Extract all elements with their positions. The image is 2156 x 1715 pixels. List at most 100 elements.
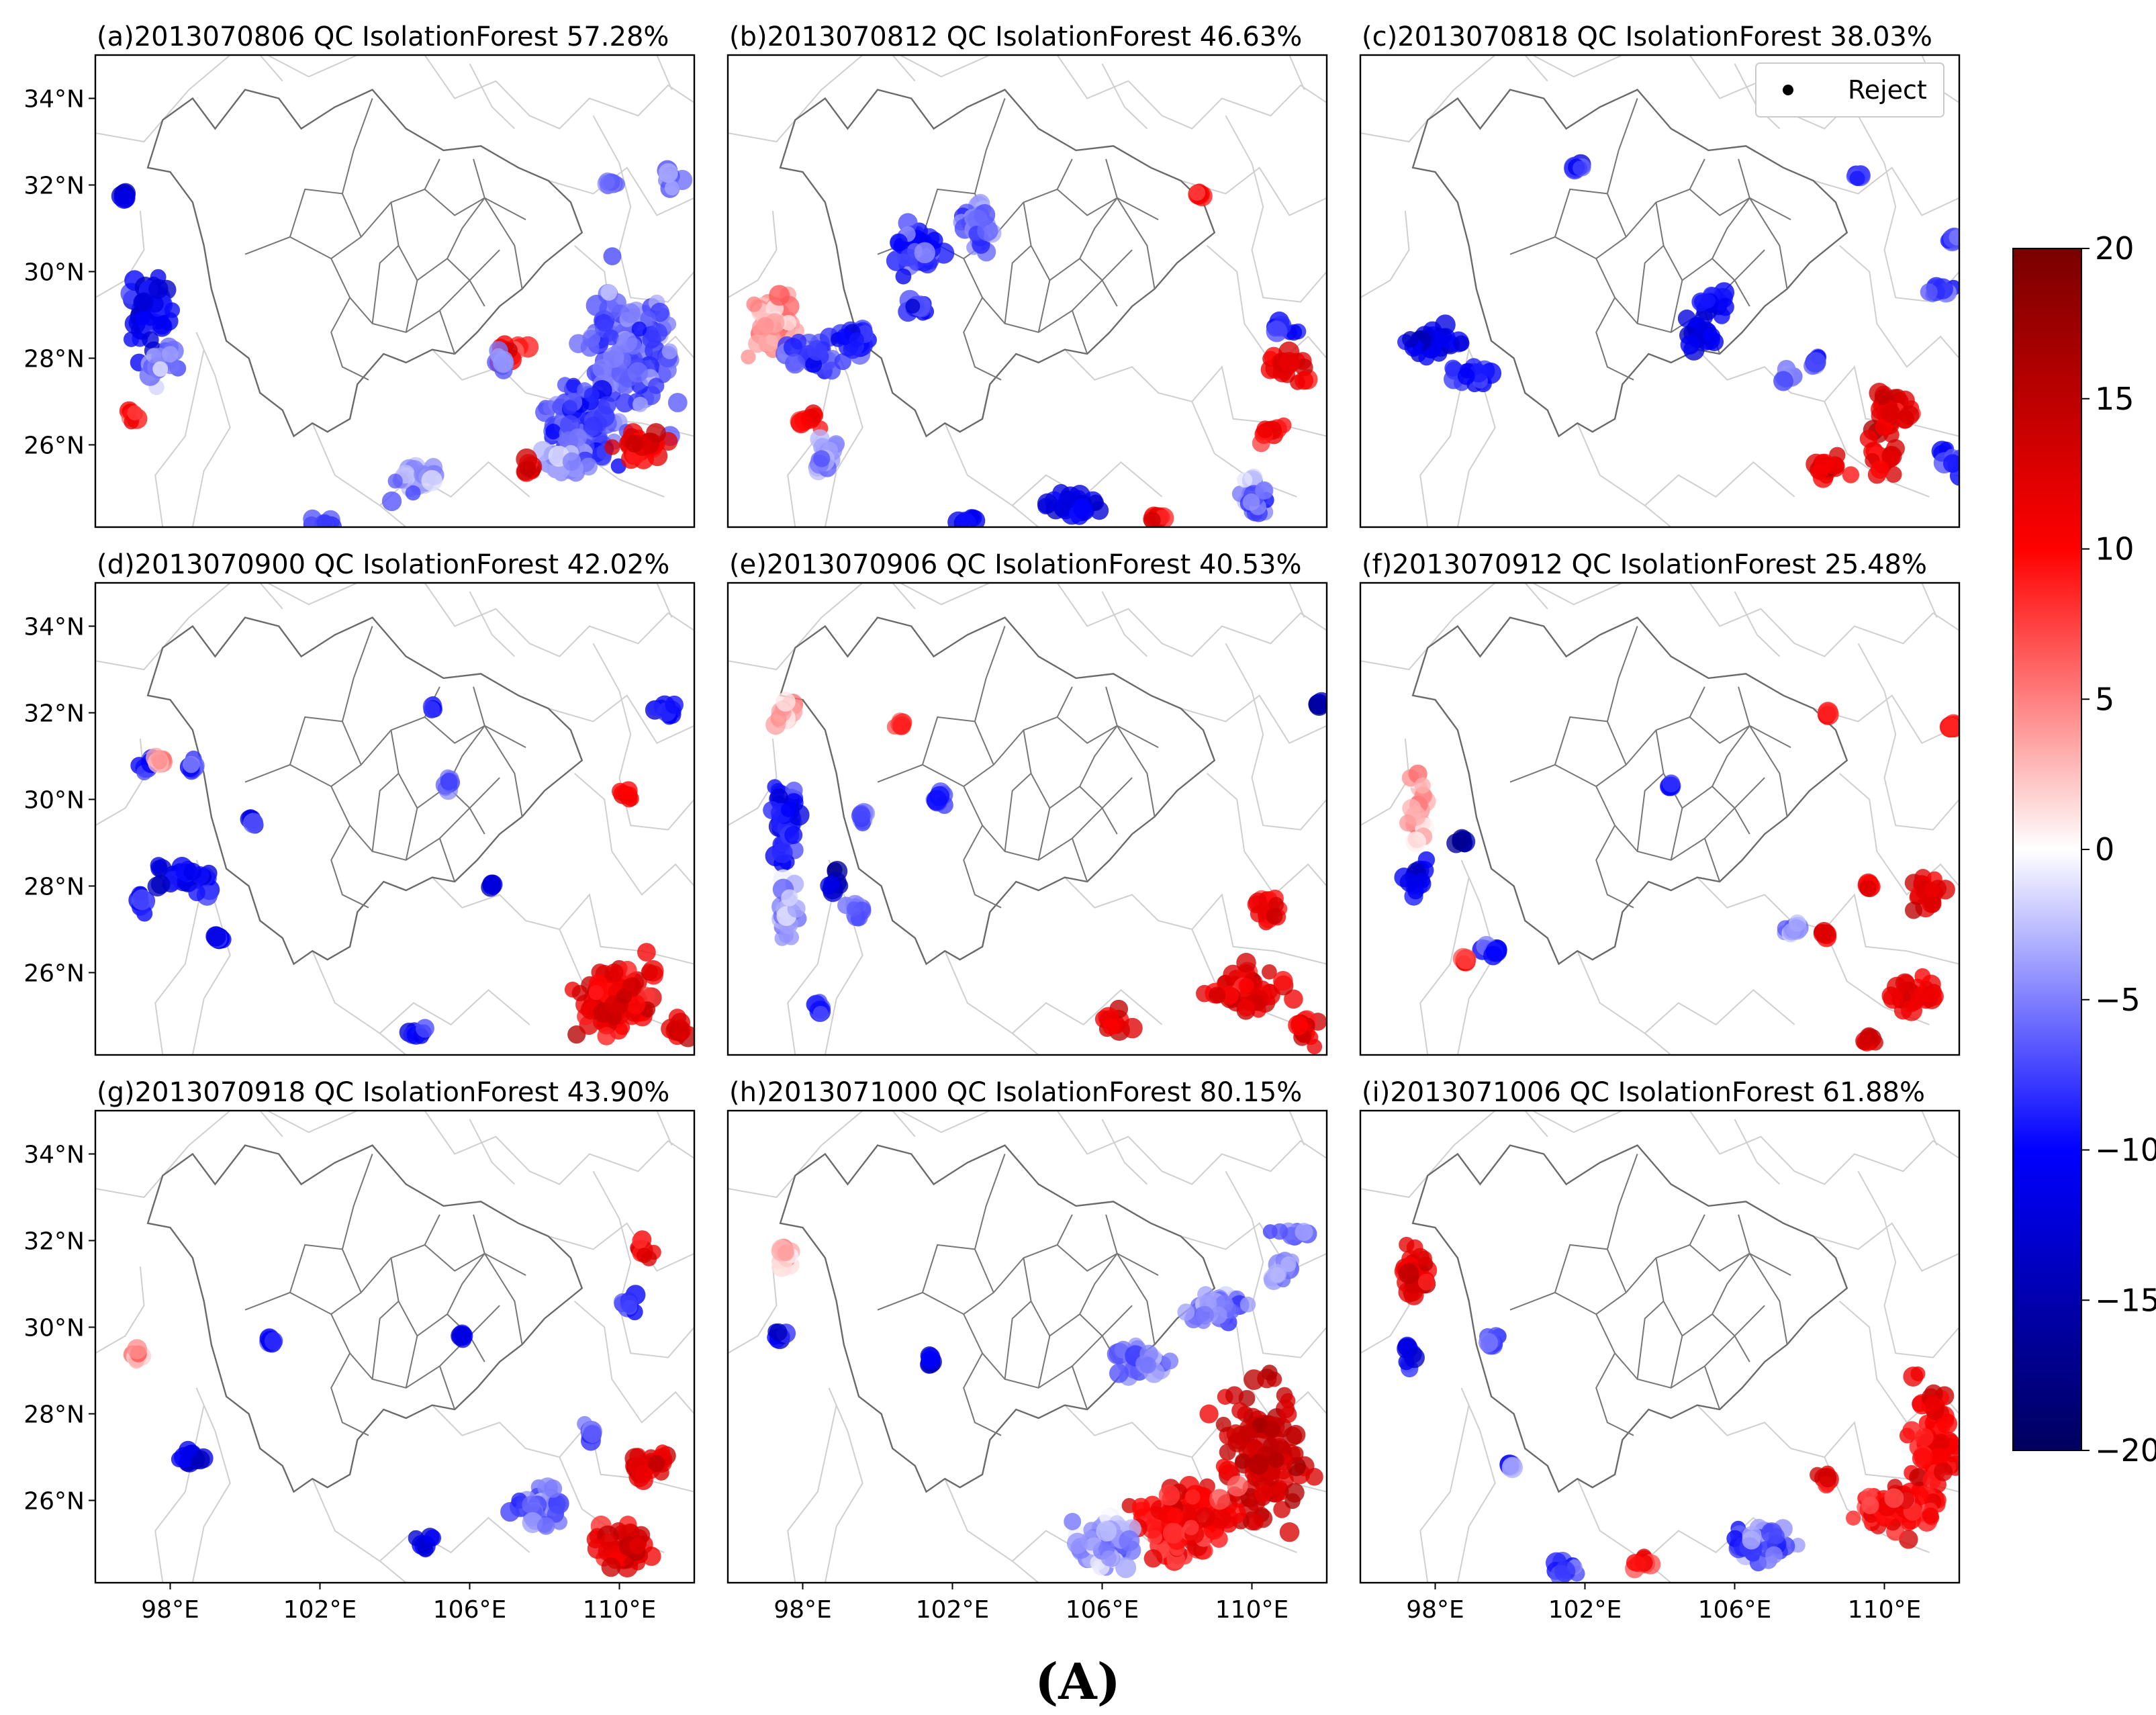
obs-point [1680, 334, 1700, 355]
obs-point [898, 213, 918, 233]
neighbor-boundary [191, 332, 231, 527]
obs-point [1305, 1467, 1323, 1486]
colorbar-tick-label: −20 [2095, 1432, 2156, 1469]
city-boundary [1636, 245, 1665, 324]
neighbor-boundary [899, 1111, 990, 1133]
lat-tick-label: 26°N [24, 1487, 85, 1515]
neighbor-boundary [1813, 167, 1959, 216]
panel-f-frame [1359, 582, 1961, 1056]
obs-point [813, 450, 831, 467]
obs-point [600, 284, 618, 301]
obs-point [895, 268, 912, 285]
obs-point [1399, 1236, 1415, 1253]
lon-tick-label: 102°E [283, 1596, 357, 1624]
city-boundary [974, 1154, 1006, 1293]
neighbor-boundary [1734, 1119, 1781, 1185]
city-boundary [963, 1352, 1002, 1436]
city-boundary [1004, 773, 1032, 852]
city-boundary [1748, 197, 1788, 289]
obs-point [1288, 1015, 1309, 1035]
obs-point [131, 889, 152, 911]
obs-point [1215, 1416, 1231, 1432]
obs-point [532, 441, 553, 461]
obs-point [164, 302, 181, 318]
neighbor-boundary [1180, 167, 1327, 216]
city-boundary [1703, 1366, 1721, 1410]
colorbar-tick-label: 10 [2095, 531, 2135, 567]
neighbor-boundary [1056, 55, 1327, 130]
city-boundary [1689, 686, 1705, 718]
obs-point [1417, 851, 1436, 869]
obs-point [1268, 1452, 1284, 1469]
obs-point [1936, 1413, 1958, 1434]
obs-point [1949, 229, 1959, 246]
obs-point [1818, 1469, 1837, 1488]
neighbor-boundary [259, 583, 283, 610]
obs-point [1881, 404, 1901, 423]
obs-point [1119, 1530, 1140, 1552]
city-boundary [1670, 1336, 1683, 1389]
city-boundary [1037, 1336, 1051, 1389]
obs-point [1295, 1223, 1313, 1242]
obs-point [600, 1533, 618, 1550]
obs-point [603, 247, 622, 266]
panel-g-points [123, 1230, 676, 1578]
lon-tick-label: 98°E [1406, 1596, 1464, 1624]
neighbor-boundary [1012, 1033, 1039, 1055]
obs-point [1857, 1034, 1873, 1050]
obs-point [784, 338, 803, 357]
obs-point [1904, 901, 1923, 919]
obs-point [1284, 1483, 1305, 1503]
obs-point [148, 279, 169, 299]
obs-point [1399, 814, 1417, 832]
obs-point [892, 716, 911, 735]
neighbor-boundary [728, 1266, 778, 1354]
obs-point [846, 901, 861, 917]
neighbor-boundary [379, 1033, 407, 1055]
neighbor-boundary [1360, 211, 1410, 299]
obs-point [1262, 964, 1277, 980]
panel-d: (d)2013070900 QC IsolationForest 42.02% 2… [24, 549, 696, 1056]
obs-point [1846, 1510, 1861, 1526]
obs-point [522, 1495, 541, 1514]
city-boundary [921, 1244, 976, 1293]
obs-point [1237, 999, 1255, 1017]
neighbor-boundary [1180, 1222, 1327, 1272]
province-boundary [779, 89, 1216, 438]
obs-point [806, 340, 828, 361]
panel-a-frame [94, 54, 696, 528]
city-boundary [1037, 808, 1051, 861]
obs-point [1405, 831, 1427, 853]
obs-point [1248, 892, 1268, 913]
obs-point [1189, 185, 1206, 201]
obs-point [756, 317, 774, 335]
obs-point [1142, 1518, 1162, 1539]
lat-tick-label: 32°N [24, 172, 85, 199]
neighbor-boundary [1206, 245, 1327, 368]
obs-point [1248, 1454, 1269, 1475]
obs-point [664, 180, 680, 196]
neighbor-boundary [1360, 55, 1496, 143]
colorbar-gradient [2012, 248, 2082, 1451]
neighbor-boundary [1532, 583, 1623, 606]
obs-point [851, 806, 871, 826]
obs-point [597, 1027, 616, 1046]
lat-tick-label: 28°N [24, 873, 85, 900]
city-boundary [921, 716, 976, 766]
city-boundary [1734, 279, 1750, 307]
obs-point [790, 412, 812, 434]
city-boundary [438, 838, 456, 882]
obs-point [1231, 1402, 1249, 1420]
obs-point [571, 984, 588, 1002]
neighbor-boundary [1180, 694, 1327, 744]
obs-point [588, 984, 604, 1001]
neighbor-boundary [1288, 1111, 1305, 1146]
lat-tick-label: 28°N [24, 1401, 85, 1428]
city-boundary [1689, 1214, 1705, 1246]
city-boundary [1071, 310, 1088, 355]
obs-point [1281, 355, 1299, 374]
obs-point [1271, 1223, 1288, 1240]
obs-point [1109, 1363, 1129, 1383]
province-boundary [146, 1144, 583, 1493]
neighbor-boundary [154, 877, 205, 1055]
